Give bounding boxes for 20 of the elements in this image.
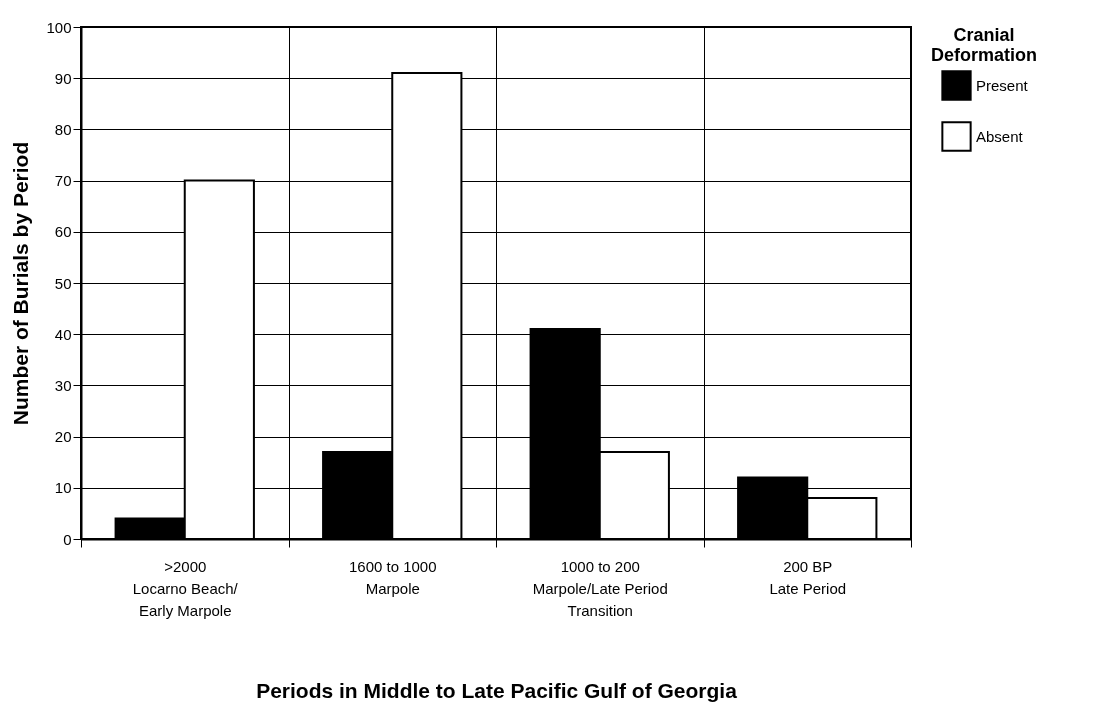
legend-title: Cranial Deformation — [930, 25, 1038, 65]
y-tick-label: 30 — [54, 376, 72, 394]
y-tick-label: 10 — [54, 479, 72, 497]
y-tick-label: 90 — [54, 69, 72, 87]
legend-label: Absent — [976, 127, 1024, 145]
y-tick-label: 40 — [54, 325, 72, 343]
y-tick-label: 0 — [63, 530, 72, 548]
x-tick-label: 1600 to 1000 Marpole — [348, 557, 437, 597]
legend-label: Present — [976, 76, 1029, 94]
x-tick-label: >2000 Locarno Beach/ Early Marpole — [132, 557, 239, 619]
y-tick-label: 20 — [54, 428, 72, 446]
x-axis-title: Periods in Middle to Late Pacific Gulf of Georgia — [256, 678, 738, 702]
y-tick-label: 100 — [46, 18, 72, 36]
y-axis-title: Number of Burials by Period — [9, 141, 33, 426]
y-tick-label: 60 — [54, 223, 72, 241]
y-tick-label: 50 — [54, 274, 72, 292]
y-tick-label: 70 — [54, 172, 72, 190]
x-tick-label: 200 BP Late Period — [769, 557, 847, 597]
y-tick-label: 80 — [54, 120, 72, 138]
x-tick-label: 1000 to 200 Marpole/Late Period Transition — [532, 557, 668, 619]
